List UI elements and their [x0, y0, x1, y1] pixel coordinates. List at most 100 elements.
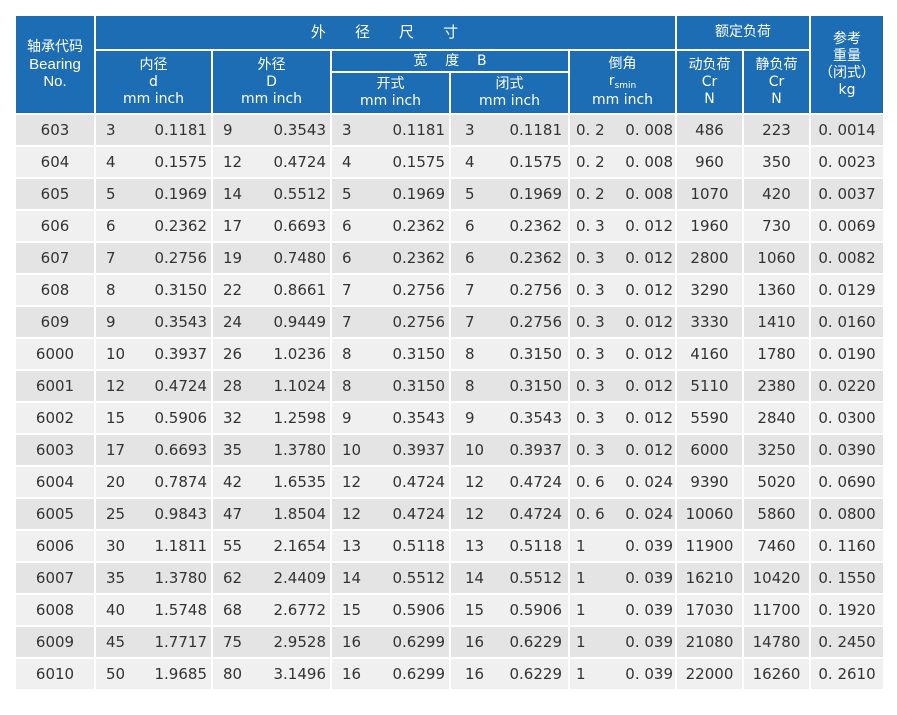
cell-value: 2.4409	[273, 569, 327, 587]
cell-dynamic-load: 6000	[677, 435, 742, 465]
cell-outer-diameter: 26 1.0236	[213, 339, 330, 369]
cell-width-open: 6 0.2362	[332, 243, 449, 273]
cell-value: 1.0236	[273, 345, 327, 363]
cell-value: 0.3543	[509, 409, 563, 427]
cell-value: 0. 3	[576, 313, 605, 331]
cell-value: 0.6229	[509, 665, 563, 683]
cell-static-load: 16260	[744, 659, 809, 689]
cell-value: 0. 039	[625, 633, 673, 651]
cell-weight: 0. 1160	[811, 531, 883, 561]
cell-weight: 0. 0690	[811, 467, 883, 497]
cell-value: 0.3937	[509, 441, 563, 459]
cell-value: 0.3150	[392, 377, 446, 395]
cell-value: 0. 3	[576, 217, 605, 235]
cell-chamfer: 0. 2 0. 008	[570, 179, 675, 209]
cell-value: 0.3543	[273, 121, 327, 139]
cell-value: 0.7874	[154, 473, 208, 491]
cell-bearing-no: 6004	[16, 467, 94, 497]
cell-value: 0.3543	[154, 313, 208, 331]
cell-inner-diameter: 9 0.3543	[96, 307, 211, 337]
cell-chamfer: 0. 3 0. 012	[570, 403, 675, 433]
cell-value: 8	[342, 377, 352, 395]
cell-value: 0.3543	[392, 409, 446, 427]
cell-chamfer: 0. 2 0. 008	[570, 147, 675, 177]
cell-value: 20	[106, 473, 126, 491]
cell-value: 0.6299	[392, 633, 446, 651]
chamfer-unit: mm inch	[591, 91, 654, 108]
cell-outer-diameter: 19 0.7480	[213, 243, 330, 273]
cell-width-open: 16 0.6299	[332, 659, 449, 689]
cell-dynamic-load: 16210	[677, 563, 742, 593]
cell-value: 0.5906	[509, 601, 563, 619]
cell-width-open: 8 0.3150	[332, 339, 449, 369]
cell-value: 0.4724	[509, 473, 563, 491]
cell-chamfer: 1 0. 039	[570, 531, 675, 561]
cell-value: 0.6693	[273, 217, 327, 235]
cell-value: 0.2756	[154, 249, 208, 267]
cell-width-closed: 8 0.3150	[451, 371, 568, 401]
static-unit: N	[771, 90, 782, 107]
cell-value: 0.2756	[392, 281, 446, 299]
cell-width-open: 6 0.2362	[332, 211, 449, 241]
cell-dynamic-load: 22000	[677, 659, 742, 689]
cell-static-load: 1060	[744, 243, 809, 273]
cell-value: 0. 3	[576, 249, 605, 267]
inner-sym: d	[149, 73, 158, 90]
bearing-no-cn: 轴承代码	[27, 39, 83, 55]
cell-value: 0.3150	[509, 377, 563, 395]
cell-dynamic-load: 11900	[677, 531, 742, 561]
cell-value: 0.1969	[154, 185, 208, 203]
cell-chamfer: 0. 3 0. 012	[570, 435, 675, 465]
cell-value: 1.8504	[273, 505, 327, 523]
cell-static-load: 5860	[744, 499, 809, 529]
cell-value: 16	[465, 633, 485, 651]
cell-chamfer: 0. 3 0. 012	[570, 339, 675, 369]
cell-value: 10	[465, 441, 485, 459]
cell-weight: 0. 0129	[811, 275, 883, 305]
header-rated-load-group: 额定负荷	[677, 16, 809, 49]
cell-value: 0. 012	[625, 313, 673, 331]
cell-static-load: 223	[744, 115, 809, 145]
cell-value: 0.3937	[154, 345, 208, 363]
cell-chamfer: 0. 2 0. 008	[570, 115, 675, 145]
cell-outer-diameter: 68 2.6772	[213, 595, 330, 625]
cell-value: 14	[223, 185, 243, 203]
cell-outer-diameter: 28 1.1024	[213, 371, 330, 401]
cell-value: 0.5906	[392, 601, 446, 619]
cell-inner-diameter: 5 0.1969	[96, 179, 211, 209]
cell-static-load: 420	[744, 179, 809, 209]
cell-outer-diameter: 75 2.9528	[213, 627, 330, 657]
cell-value: 0. 008	[625, 121, 673, 139]
cell-static-load: 7460	[744, 531, 809, 561]
cell-outer-diameter: 17 0.6693	[213, 211, 330, 241]
cell-weight: 0. 0190	[811, 339, 883, 369]
cell-dynamic-load: 486	[677, 115, 742, 145]
cell-value: 0. 024	[625, 473, 673, 491]
cell-value: 6	[342, 249, 352, 267]
cell-value: 0.9449	[273, 313, 327, 331]
table-row: 6001 12 0.4724 28 1.1024 8 0.3150 8 0.3150 0…	[16, 371, 883, 401]
cell-value: 14	[342, 569, 362, 587]
cell-value: 10	[342, 441, 362, 459]
cell-value: 0.6229	[509, 633, 563, 651]
cell-weight: 0. 1550	[811, 563, 883, 593]
cell-value: 7	[342, 281, 352, 299]
header-inner-diameter: 内径 d mm inch	[96, 51, 211, 113]
cell-value: 5	[342, 185, 352, 203]
cell-value: 19	[223, 249, 243, 267]
cell-bearing-no: 6003	[16, 435, 94, 465]
cell-static-load: 2840	[744, 403, 809, 433]
cell-value: 0. 039	[625, 665, 673, 683]
cell-static-load: 350	[744, 147, 809, 177]
table-row: 6009 45 1.7717 75 2.9528 16 0.6299 16 0.6229…	[16, 627, 883, 657]
cell-inner-diameter: 17 0.6693	[96, 435, 211, 465]
cell-value: 6	[465, 217, 475, 235]
cell-bearing-no: 6008	[16, 595, 94, 625]
table-row: 6008 40 1.5748 68 2.6772 15 0.5906 15 0.5906…	[16, 595, 883, 625]
cell-static-load: 14780	[744, 627, 809, 657]
cell-value: 0.4724	[273, 153, 327, 171]
cell-value: 80	[223, 665, 243, 683]
cell-weight: 0. 0037	[811, 179, 883, 209]
cell-weight: 0. 0220	[811, 371, 883, 401]
cell-bearing-no: 6007	[16, 563, 94, 593]
